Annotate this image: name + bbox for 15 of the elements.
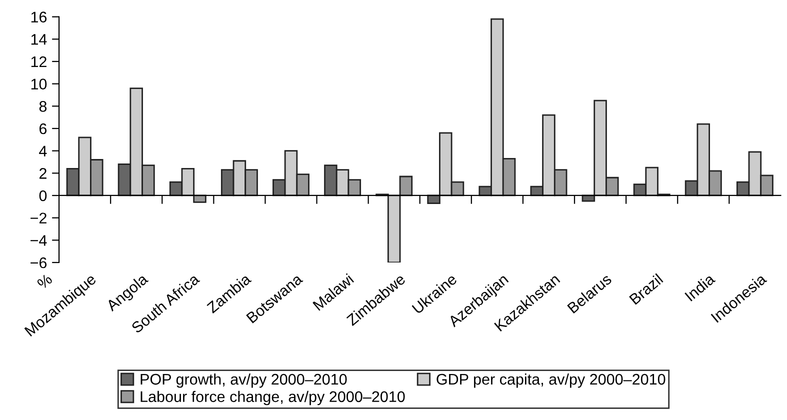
legend-label: GDP per capita, av/py 2000–2010 <box>436 373 666 388</box>
legend-label: Labour force change, av/py 2000–2010 <box>140 390 405 406</box>
y-tick-label: 4 <box>39 146 47 156</box>
y-tick-label: 6 <box>40 123 47 134</box>
y-tick-label: −6 <box>30 257 47 268</box>
y-tick-label: 14 <box>31 34 47 45</box>
legend-label: POP growth, av/py 2000–2010 <box>140 373 347 388</box>
y-tick-label: 0 <box>39 190 47 202</box>
y-tick-label: 16 <box>31 12 47 22</box>
y-tick-label: 12 <box>31 56 46 68</box>
y-tick-label: 10 <box>31 78 47 90</box>
y-tick-label: 8 <box>39 101 47 112</box>
y-tick-label: 2 <box>39 168 46 179</box>
y-tick-label: −4 <box>30 235 47 246</box>
y-tick-label: −2 <box>30 212 46 224</box>
